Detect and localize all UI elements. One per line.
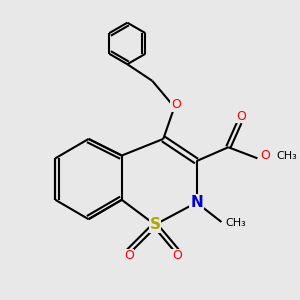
Text: S: S	[149, 217, 161, 232]
Text: CH₃: CH₃	[277, 151, 298, 160]
Text: O: O	[171, 98, 181, 111]
Text: O: O	[261, 149, 271, 162]
Text: O: O	[172, 250, 182, 262]
Text: CH₃: CH₃	[226, 218, 246, 228]
Text: O: O	[124, 250, 134, 262]
Text: O: O	[236, 110, 246, 123]
Text: N: N	[190, 195, 203, 210]
